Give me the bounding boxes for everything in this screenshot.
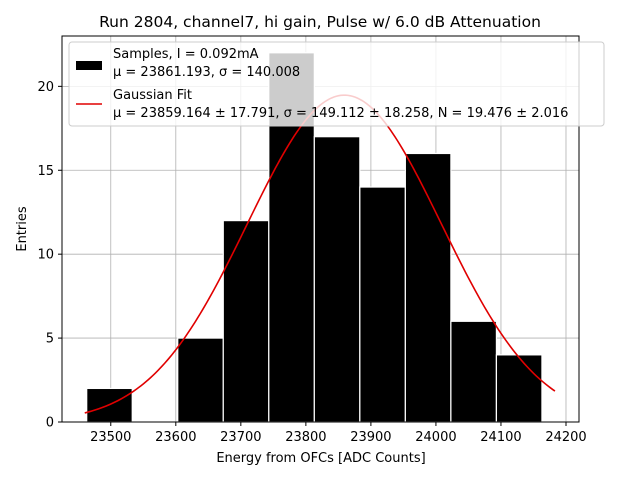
x-tick-label: 23700 bbox=[220, 430, 261, 445]
legend: Samples, I = 0.092mA μ = 23861.193, σ = … bbox=[68, 41, 605, 127]
x-axis-label: Energy from OFCs [ADC Counts] bbox=[216, 451, 425, 466]
y-tick-label: 10 bbox=[37, 248, 54, 263]
histogram-bar bbox=[450, 320, 498, 423]
plot-frame bbox=[61, 35, 580, 423]
x-tick-label: 23900 bbox=[350, 430, 391, 445]
y-tick-label: 5 bbox=[46, 332, 54, 347]
legend-fit-stats: μ = 23859.164 ± 17.791, σ = 149.112 ± 18… bbox=[113, 106, 568, 121]
legend-samples-swatch bbox=[76, 61, 102, 70]
histogram-bar bbox=[177, 337, 224, 423]
x-tick-label: 24000 bbox=[415, 430, 456, 445]
x-tick-label: 23600 bbox=[155, 430, 196, 445]
legend-fit-label: Gaussian Fit bbox=[113, 88, 192, 103]
x-tick-label: 24200 bbox=[545, 430, 586, 445]
legend-samples-stats: μ = 23861.193, σ = 140.008 bbox=[113, 65, 300, 80]
x-tick-label: 23500 bbox=[90, 430, 131, 445]
histogram-bar bbox=[313, 136, 361, 423]
y-axis-label: Entries bbox=[15, 206, 30, 252]
y-axis-ticks: 0 5 10 15 20 bbox=[37, 80, 62, 431]
histogram-bar bbox=[404, 152, 452, 423]
y-tick-label: 15 bbox=[37, 164, 54, 179]
y-tick-label: 20 bbox=[37, 80, 54, 95]
chart-title: Run 2804, channel7, hi gain, Pulse w/ 6.… bbox=[99, 13, 541, 31]
histogram-bar bbox=[495, 354, 543, 423]
x-axis-ticks: 23500 23600 23700 23800 23900 24000 24100 24200 bbox=[90, 422, 587, 445]
x-tick-label: 24100 bbox=[480, 430, 521, 445]
histogram-bar bbox=[222, 220, 270, 423]
legend-samples-label: Samples, I = 0.092mA bbox=[113, 47, 259, 62]
histogram-bar bbox=[359, 186, 406, 423]
legend-box bbox=[68, 41, 605, 127]
y-tick-label: 0 bbox=[46, 416, 54, 431]
x-tick-label: 23800 bbox=[285, 430, 326, 445]
